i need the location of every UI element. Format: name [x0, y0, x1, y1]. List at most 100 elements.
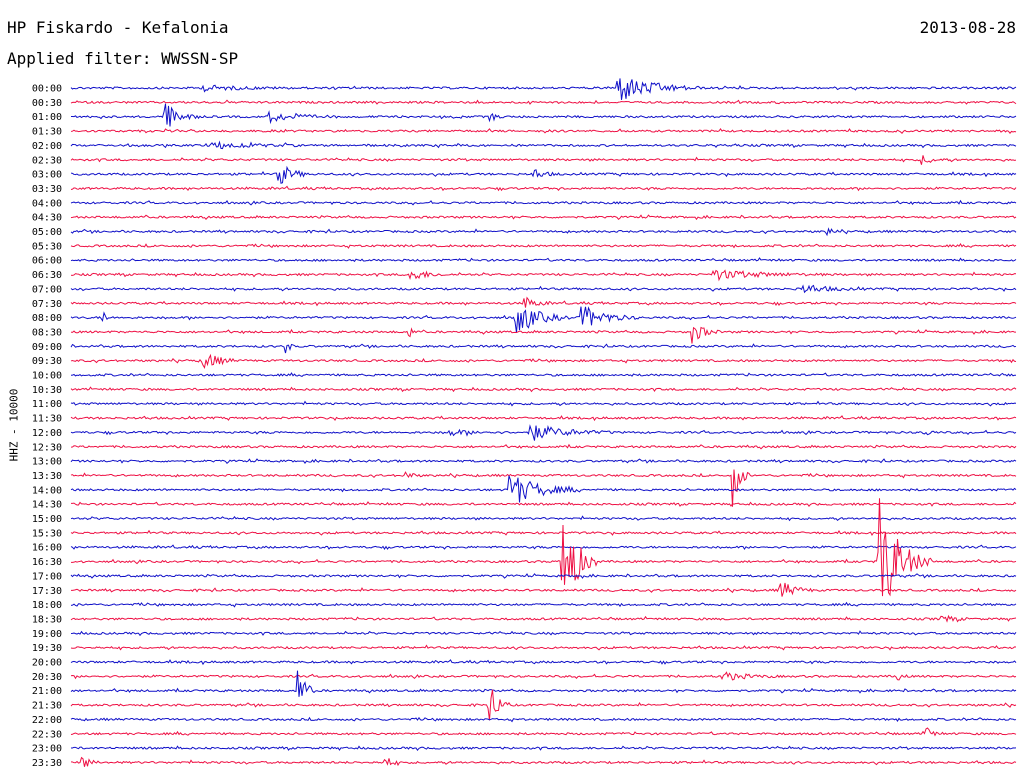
tick-label: 15:30 — [32, 528, 62, 539]
trace-line — [70, 515, 1017, 522]
trace-line — [70, 386, 1017, 393]
trace-line — [70, 689, 1017, 721]
tick-label: 00:00 — [32, 84, 62, 95]
trace-line — [70, 372, 1016, 377]
trace-line — [70, 400, 1017, 407]
tick-label: 17:30 — [32, 586, 62, 597]
tick-label: 21:30 — [32, 701, 62, 712]
trace-line — [70, 529, 1017, 536]
filter-label: Applied filter: WWSSN-SP — [7, 49, 239, 68]
tick-label: 22:30 — [32, 729, 62, 740]
tick-label: 16:00 — [32, 543, 62, 554]
tick-label: 04:30 — [32, 213, 62, 224]
tick-label: 20:00 — [32, 658, 62, 669]
trace-line — [70, 498, 1017, 597]
tick-label: 19:30 — [32, 643, 62, 654]
tick-label: 14:30 — [32, 500, 62, 511]
trace-line — [70, 306, 1017, 333]
station-title: HP Fiskardo - Kefalonia — [7, 18, 229, 37]
tick-label: 05:30 — [32, 241, 62, 252]
tick-label: 03:00 — [32, 170, 62, 181]
trace-line — [70, 601, 1017, 608]
trace-line — [70, 475, 1017, 503]
trace-line — [70, 353, 1017, 370]
trace-line — [70, 659, 1017, 666]
trace-line — [70, 78, 1017, 100]
tick-label: 10:30 — [32, 385, 62, 396]
trace-line — [70, 630, 1017, 637]
tick-label: 11:00 — [32, 399, 62, 410]
tick-label: 18:00 — [32, 600, 62, 611]
trace-line — [70, 573, 1017, 579]
tick-label: 17:00 — [32, 571, 62, 582]
tick-label: 04:00 — [32, 198, 62, 209]
tick-label: 01:00 — [32, 112, 62, 123]
tick-label: 03:30 — [32, 184, 62, 195]
trace-line — [70, 296, 1017, 308]
trace-line — [70, 644, 1017, 651]
trace-line — [70, 756, 1017, 767]
tick-label: 16:30 — [32, 557, 62, 568]
tick-label: 19:00 — [32, 629, 62, 640]
trace-line — [70, 243, 1017, 249]
trace-line — [70, 544, 1017, 551]
tick-label: 07:30 — [32, 299, 62, 310]
tick-label: 12:00 — [32, 428, 62, 439]
trace-line — [70, 99, 1017, 105]
trace-line — [70, 671, 1017, 681]
tick-label: 05:00 — [32, 227, 62, 238]
tick-label: 23:00 — [32, 744, 62, 755]
trace-line — [70, 745, 1017, 751]
tick-label: 09:00 — [32, 342, 62, 353]
tick-label: 07:00 — [32, 284, 62, 295]
trace-line — [70, 257, 1017, 263]
trace-line — [70, 424, 1017, 441]
trace-line — [70, 127, 1017, 134]
trace-line — [70, 165, 1017, 184]
tick-label: 21:00 — [32, 686, 62, 697]
tick-label: 22:00 — [32, 715, 62, 726]
date-label: 2013-08-28 — [919, 18, 1016, 37]
tick-label: 09:30 — [32, 356, 62, 367]
tick-label: 01:30 — [32, 127, 62, 138]
tick-label: 06:30 — [32, 270, 62, 281]
trace-line — [70, 501, 1017, 508]
trace-line — [70, 716, 1017, 723]
trace-line — [70, 343, 1017, 354]
trace-line — [70, 614, 1017, 623]
trace-line — [70, 227, 1017, 237]
tick-label: 23:30 — [32, 758, 62, 769]
tick-label: 00:30 — [32, 98, 62, 109]
tick-label: 13:30 — [32, 471, 62, 482]
tick-label: 12:30 — [32, 442, 62, 453]
trace-line — [70, 214, 1017, 221]
tick-label: 06:00 — [32, 256, 62, 267]
tick-label: 10:00 — [32, 371, 62, 382]
tick-label: 15:00 — [32, 514, 62, 525]
tick-label: 20:30 — [32, 672, 62, 683]
tick-label: 08:00 — [32, 313, 62, 324]
trace-line — [70, 670, 1017, 697]
trace-line — [70, 155, 1017, 165]
trace-line — [70, 458, 1017, 465]
tick-label: 02:00 — [32, 141, 62, 152]
tick-label: 02:30 — [32, 155, 62, 166]
tick-label: 11:30 — [32, 414, 62, 425]
trace-line — [70, 415, 1017, 422]
tick-label: 14:00 — [32, 485, 62, 496]
trace-line — [70, 199, 1017, 206]
trace-line — [70, 326, 1017, 344]
trace-line — [70, 469, 1017, 507]
tick-label: 08:30 — [32, 327, 62, 338]
trace-line — [71, 103, 1017, 127]
trace-line — [70, 269, 1017, 282]
trace-line — [70, 727, 1017, 737]
trace-line — [70, 185, 1017, 192]
trace-line — [70, 443, 1017, 450]
trace-line — [70, 284, 1017, 294]
tick-label: 13:00 — [32, 457, 62, 468]
trace-line — [70, 582, 1017, 597]
tick-label: 18:30 — [32, 614, 62, 625]
trace-line — [70, 140, 1017, 150]
